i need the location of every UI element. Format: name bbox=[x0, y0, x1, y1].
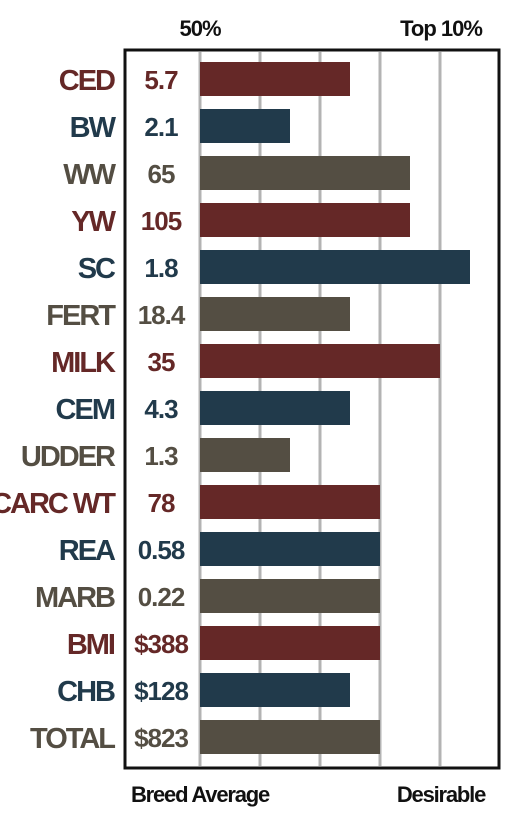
trait-label-ww: WW bbox=[63, 159, 116, 191]
trait-label-fert: FERT bbox=[46, 300, 116, 332]
footer-breed-average: Breed Average bbox=[131, 782, 270, 807]
bar-yw bbox=[200, 203, 410, 237]
bar-marb bbox=[200, 579, 380, 613]
trait-label-carc-wt: CARC WT bbox=[0, 488, 116, 520]
value-label-fert: 18.4 bbox=[138, 300, 186, 330]
footer-desirable: Desirable bbox=[397, 782, 486, 807]
bar-fert bbox=[200, 297, 350, 331]
trait-label-marb: MARB bbox=[35, 582, 115, 614]
value-label-bw: 2.1 bbox=[144, 112, 178, 142]
bar-bw bbox=[200, 109, 290, 143]
trait-label-bmi: BMI bbox=[67, 629, 115, 661]
bar-ww bbox=[200, 156, 410, 190]
trait-label-total: TOTAL bbox=[30, 723, 115, 755]
bar-milk bbox=[200, 344, 440, 378]
trait-label-sc: SC bbox=[78, 253, 116, 285]
chart-frame bbox=[123, 48, 501, 770]
value-label-carc-wt: 78 bbox=[148, 488, 175, 518]
bar-ced bbox=[200, 62, 350, 96]
bars bbox=[200, 62, 470, 754]
value-label-milk: 35 bbox=[148, 347, 175, 377]
bar-sc bbox=[200, 250, 470, 284]
header-top-10-percent: Top 10% bbox=[400, 16, 482, 41]
bar-cem bbox=[200, 391, 350, 425]
bar-carc-wt bbox=[200, 485, 380, 519]
value-label-marb: 0.22 bbox=[138, 582, 185, 612]
trait-label-chb: CHB bbox=[57, 676, 115, 708]
bar-total bbox=[200, 720, 380, 754]
bar-bmi bbox=[200, 626, 380, 660]
value-label-total: $823 bbox=[134, 723, 188, 753]
trait-label-milk: MILK bbox=[51, 347, 116, 379]
value-label-yw: 105 bbox=[141, 206, 182, 236]
bar-chb bbox=[200, 673, 350, 707]
bar-rea bbox=[200, 532, 380, 566]
value-label-rea: 0.58 bbox=[138, 535, 185, 565]
value-label-bmi: $388 bbox=[134, 629, 188, 659]
value-label-chb: $128 bbox=[134, 676, 188, 706]
bar-udder bbox=[200, 438, 290, 472]
trait-label-rea: REA bbox=[59, 535, 116, 567]
trait-label-cem: CEM bbox=[56, 394, 115, 426]
trait-label-udder: UDDER bbox=[21, 441, 116, 473]
labels: CED 5.7 BW 2.1 WW 65 YW 105 SC 1.8 FERT 18.4 MILK 35 C… bbox=[0, 65, 189, 755]
value-label-cem: 4.3 bbox=[144, 394, 178, 424]
value-label-sc: 1.8 bbox=[144, 253, 178, 283]
trait-label-ced: CED bbox=[59, 65, 115, 97]
value-label-ced: 5.7 bbox=[144, 65, 178, 95]
header-50-percent: 50% bbox=[179, 16, 220, 41]
value-label-ww: 65 bbox=[148, 159, 175, 189]
trait-label-yw: YW bbox=[71, 206, 116, 238]
value-label-udder: 1.3 bbox=[144, 441, 178, 471]
trait-label-bw: BW bbox=[70, 112, 117, 144]
